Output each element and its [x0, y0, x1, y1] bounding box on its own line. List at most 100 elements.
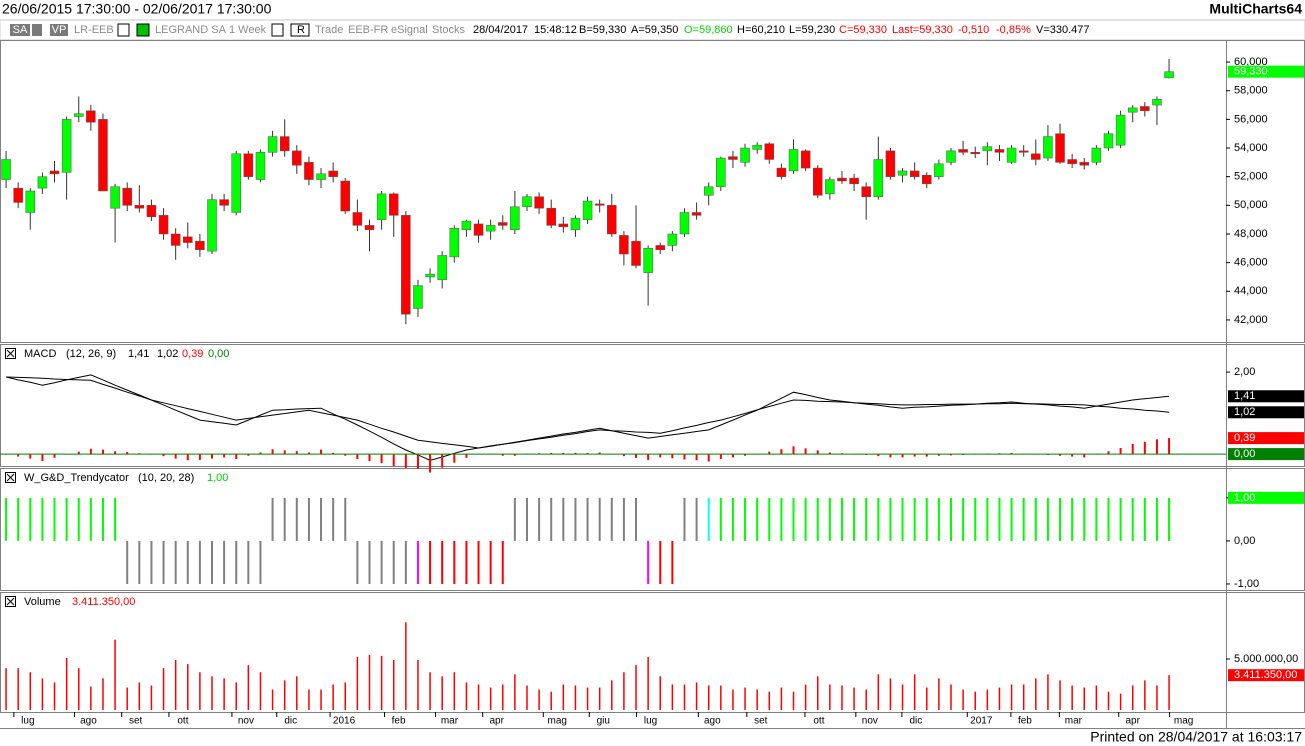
histogram-bar	[938, 678, 940, 710]
x-tick-label: nov	[238, 716, 254, 727]
candle-body	[279, 136, 290, 152]
histogram-bar	[865, 497, 868, 541]
histogram-bar	[804, 448, 807, 455]
candle-body	[1055, 133, 1065, 163]
histogram-bar	[295, 451, 298, 455]
candle-body	[37, 176, 48, 189]
histogram-bar	[344, 682, 347, 710]
histogram-bar	[198, 454, 201, 460]
histogram-bar	[841, 685, 843, 710]
histogram-bar	[792, 691, 795, 710]
histogram-bar	[1107, 497, 1110, 541]
histogram-bar	[332, 497, 335, 541]
vp-label: VP	[52, 24, 67, 36]
histogram-bar	[320, 497, 323, 541]
histogram-bar	[514, 674, 516, 710]
resolution-dropdown[interactable]	[271, 23, 284, 37]
histogram-bar	[937, 454, 940, 456]
histogram-bar	[1155, 439, 1158, 455]
histogram-bar	[223, 678, 225, 710]
histogram-bar	[1022, 497, 1025, 541]
histogram-bar	[1119, 497, 1122, 541]
histogram-bar	[780, 497, 783, 541]
histogram-bar	[392, 454, 395, 466]
candle-body	[461, 220, 472, 230]
quote: C=59,330	[839, 24, 887, 36]
histogram-bar	[53, 497, 56, 541]
histogram-bar	[913, 497, 916, 541]
r-label: R	[297, 24, 305, 36]
histogram-bar	[502, 684, 504, 710]
indicator-params: (10, 20, 28)	[138, 472, 194, 484]
histogram-bar	[271, 689, 274, 710]
sa-button[interactable]	[10, 24, 30, 36]
histogram-bar	[162, 668, 165, 710]
y-tick-label: 48,000	[1234, 228, 1268, 240]
histogram-bar	[283, 497, 286, 541]
candle-body	[1127, 107, 1138, 113]
vp-button[interactable]	[50, 24, 68, 36]
last-value-label: 1,41	[1234, 390, 1255, 402]
candle-body	[534, 196, 544, 209]
candle-body	[752, 144, 762, 150]
y-tick-label: 52,000	[1234, 171, 1268, 183]
x-tick-label: mag	[1174, 716, 1193, 727]
candle-body	[183, 236, 193, 243]
histogram-bar	[380, 540, 383, 584]
color-button[interactable]	[136, 23, 150, 37]
candle-body	[849, 177, 859, 185]
histogram-bar	[356, 656, 359, 710]
histogram-bar	[186, 454, 189, 461]
candle-body	[607, 205, 617, 235]
histogram-bar	[441, 454, 444, 468]
histogram-bar	[101, 449, 104, 455]
histogram-bar	[17, 454, 20, 457]
histogram-bar	[1107, 691, 1110, 710]
histogram-bar	[926, 687, 928, 710]
histogram-bar	[368, 454, 371, 462]
x-tick-label: lug	[21, 716, 34, 727]
histogram-bar	[259, 540, 262, 584]
histogram-bar	[5, 668, 7, 710]
histogram-bar	[29, 672, 32, 710]
histogram-bar	[1059, 680, 1061, 710]
histogram-bar	[465, 454, 468, 458]
candle-body	[25, 190, 36, 213]
candle-body	[170, 233, 181, 246]
histogram-bar	[417, 659, 419, 710]
histogram-bar	[380, 655, 383, 710]
histogram-bar	[307, 452, 310, 455]
histogram-bar	[913, 454, 916, 457]
candle-body	[740, 147, 750, 163]
quote: V=330.477	[1036, 24, 1090, 36]
candle-body	[364, 225, 375, 230]
histogram-bar	[635, 454, 638, 458]
histogram-bar	[925, 454, 928, 457]
histogram-bar	[768, 497, 771, 541]
histogram-bar	[901, 684, 904, 710]
candle-body	[897, 170, 908, 176]
x-tick-label: apr	[489, 716, 504, 727]
r-button[interactable]	[290, 23, 310, 37]
candle-body	[909, 170, 920, 177]
histogram-bar	[622, 497, 625, 541]
histogram-bar	[211, 676, 213, 710]
histogram-bar	[162, 454, 165, 457]
histogram-bar	[1119, 447, 1122, 455]
indicator-title: Volume	[24, 596, 61, 608]
histogram-bar	[586, 497, 589, 541]
histogram-bar	[89, 448, 92, 455]
histogram-bar	[89, 497, 92, 541]
histogram-bar	[65, 657, 68, 710]
histogram-bar	[1010, 497, 1013, 541]
histogram-bar	[574, 497, 577, 541]
sa-dropdown[interactable]	[32, 24, 42, 36]
last-value-box	[1228, 406, 1304, 419]
histogram-bar	[949, 454, 952, 456]
symbol-dropdown[interactable]	[117, 23, 130, 37]
candle-body	[1140, 106, 1150, 112]
last-value-box	[1228, 65, 1304, 78]
histogram-bar	[17, 668, 19, 710]
histogram-bar	[780, 449, 783, 455]
candle-body	[764, 143, 775, 160]
